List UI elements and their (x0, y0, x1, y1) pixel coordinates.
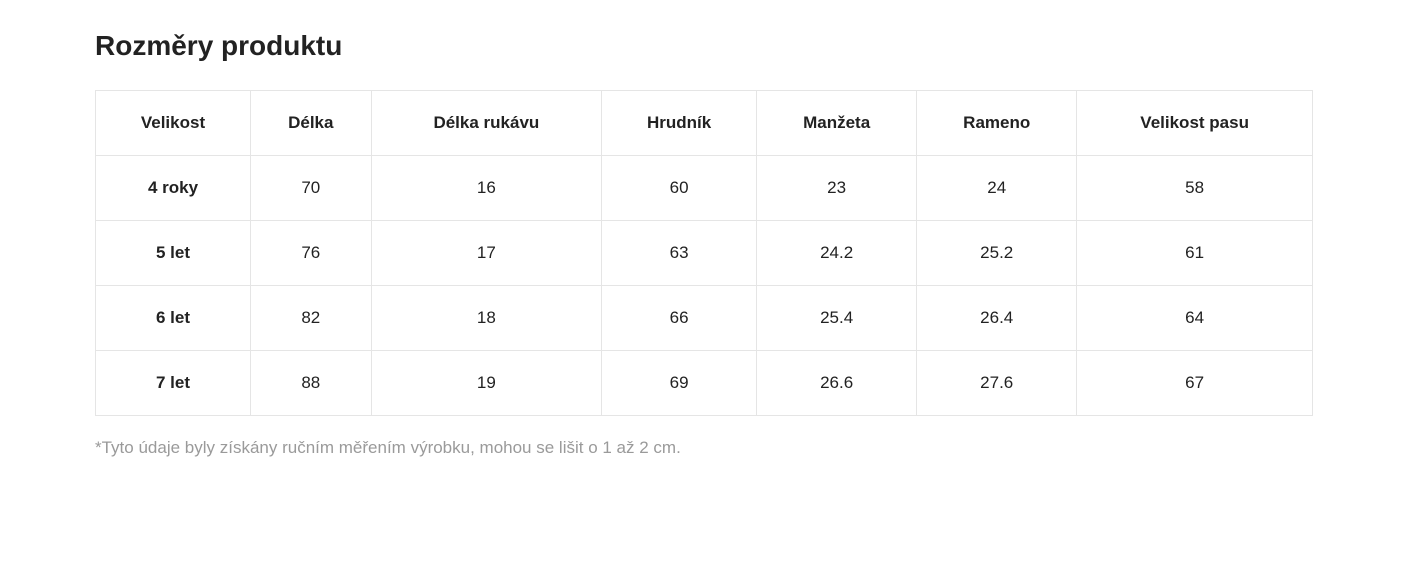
table-cell: 63 (602, 221, 757, 286)
column-header: Velikost (96, 91, 251, 156)
table-cell: 27.6 (917, 351, 1077, 416)
column-header: Velikost pasu (1077, 91, 1313, 156)
table-cell: 25.4 (757, 286, 917, 351)
table-cell: 82 (250, 286, 371, 351)
table-cell: 23 (757, 156, 917, 221)
table-cell: 17 (371, 221, 602, 286)
table-row: 5 let 76 17 63 24.2 25.2 61 (96, 221, 1313, 286)
column-header: Délka rukávu (371, 91, 602, 156)
table-cell: 18 (371, 286, 602, 351)
table-cell: 76 (250, 221, 371, 286)
table-cell: 64 (1077, 286, 1313, 351)
page-title: Rozměry produktu (95, 30, 1313, 62)
column-header: Délka (250, 91, 371, 156)
table-cell: 69 (602, 351, 757, 416)
table-cell: 19 (371, 351, 602, 416)
table-cell: 61 (1077, 221, 1313, 286)
table-cell: 26.4 (917, 286, 1077, 351)
table-header-row: Velikost Délka Délka rukávu Hrudník Manž… (96, 91, 1313, 156)
table-cell: 24 (917, 156, 1077, 221)
column-header: Manžeta (757, 91, 917, 156)
footnote: *Tyto údaje byly získány ručním měřením … (95, 438, 1313, 458)
row-label: 6 let (96, 286, 251, 351)
row-label: 5 let (96, 221, 251, 286)
size-table: Velikost Délka Délka rukávu Hrudník Manž… (95, 90, 1313, 416)
table-cell: 26.6 (757, 351, 917, 416)
table-row: 6 let 82 18 66 25.4 26.4 64 (96, 286, 1313, 351)
table-cell: 25.2 (917, 221, 1077, 286)
row-label: 4 roky (96, 156, 251, 221)
table-cell: 88 (250, 351, 371, 416)
table-cell: 16 (371, 156, 602, 221)
table-row: 4 roky 70 16 60 23 24 58 (96, 156, 1313, 221)
table-cell: 60 (602, 156, 757, 221)
table-cell: 24.2 (757, 221, 917, 286)
column-header: Rameno (917, 91, 1077, 156)
column-header: Hrudník (602, 91, 757, 156)
table-cell: 66 (602, 286, 757, 351)
table-cell: 58 (1077, 156, 1313, 221)
row-label: 7 let (96, 351, 251, 416)
table-row: 7 let 88 19 69 26.6 27.6 67 (96, 351, 1313, 416)
table-cell: 70 (250, 156, 371, 221)
table-cell: 67 (1077, 351, 1313, 416)
